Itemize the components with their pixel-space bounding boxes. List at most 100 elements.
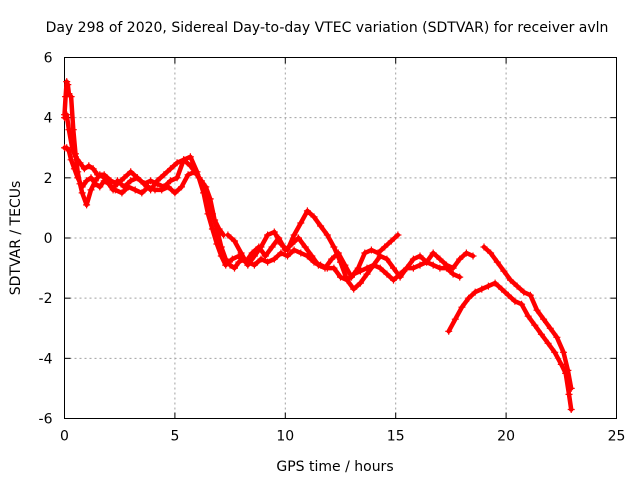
data-point-marker [348, 273, 355, 281]
series-line [62, 112, 401, 280]
y-tick-label: 6 [44, 51, 53, 67]
data-point-marker [387, 237, 395, 245]
data-point-marker [244, 261, 252, 269]
data-point-marker [222, 261, 230, 269]
data-point-marker [390, 276, 397, 284]
data-point-marker [343, 276, 351, 284]
data-point-marker [436, 264, 444, 272]
data-point-marker [63, 78, 71, 86]
series-trace-3 [61, 111, 402, 281]
axis-ticks: 0 5 10 15 20 25 -6 -4 -2 0 2 4 6 [39, 51, 626, 445]
data-point-marker [297, 219, 305, 227]
data-point-marker [465, 294, 473, 302]
data-point-marker [487, 249, 495, 257]
data-point-marker [270, 255, 278, 263]
data-point-marker [518, 300, 526, 308]
data-point-marker [416, 252, 424, 260]
data-point-marker [567, 406, 575, 413]
data-point-marker [480, 243, 488, 251]
data-point-marker [114, 180, 121, 188]
data-point-marker [89, 165, 97, 173]
data-point-marker [361, 249, 369, 257]
series-trace-1 [61, 144, 464, 284]
data-point-marker [449, 264, 457, 272]
data-point-marker [330, 264, 338, 272]
data-point-marker [403, 264, 411, 272]
x-tick-label: 5 [170, 429, 179, 445]
data-point-marker [91, 177, 99, 185]
data-point-marker [443, 261, 450, 269]
data-point-marker [546, 324, 554, 332]
data-point-marker [301, 243, 309, 251]
data-point-marker [264, 231, 272, 239]
data-point-marker [376, 252, 384, 260]
data-point-marker [429, 261, 437, 269]
data-point-marker [83, 201, 91, 209]
data-point-marker [383, 270, 391, 278]
data-point-marker [354, 264, 362, 272]
series-trace-4 [224, 207, 477, 293]
data-point-marker [120, 174, 128, 182]
data-point-marker [537, 330, 545, 338]
data-point-marker [557, 360, 565, 368]
data-point-marker [138, 189, 146, 197]
data-point-marker [277, 240, 285, 248]
data-point-marker [350, 285, 358, 293]
data-point-marker [553, 333, 561, 341]
x-tick-label: 15 [387, 429, 405, 445]
data-point-marker [76, 180, 84, 188]
series-layer [61, 78, 575, 413]
data-point-marker [250, 261, 258, 269]
data-point-marker [436, 255, 444, 263]
data-point-marker [560, 348, 567, 356]
data-point-marker [330, 243, 338, 251]
data-point-marker [317, 222, 325, 230]
data-point-marker [133, 174, 141, 182]
y-tick-label: -2 [39, 291, 53, 307]
data-point-marker [208, 225, 216, 233]
x-tick-label: 25 [608, 429, 626, 445]
data-point-marker [456, 255, 464, 263]
data-point-marker [211, 216, 219, 224]
data-point-marker [235, 258, 243, 266]
data-point-marker [68, 144, 76, 152]
data-point-marker [383, 255, 391, 263]
data-point-marker [520, 288, 528, 296]
data-point-marker [458, 303, 466, 311]
data-point-marker [261, 252, 269, 260]
data-point-marker [228, 255, 236, 263]
data-point-marker [160, 171, 168, 179]
y-tick-label: -6 [39, 412, 53, 428]
y-axis-label: SDTVAR / TECUs [8, 181, 24, 296]
data-point-marker [204, 210, 212, 218]
data-point-marker [449, 270, 457, 278]
data-point-marker [85, 162, 93, 170]
series-trace-5 [445, 279, 575, 413]
data-point-marker [167, 165, 174, 173]
data-point-marker [224, 231, 232, 239]
data-point-marker [498, 285, 506, 293]
data-point-marker [507, 276, 514, 284]
grid-layer [64, 57, 617, 419]
data-point-marker [206, 195, 214, 203]
data-point-marker [511, 297, 519, 305]
data-point-marker [237, 249, 245, 257]
data-point-marker [78, 189, 86, 197]
data-point-marker [268, 243, 276, 251]
data-point-marker [390, 264, 397, 272]
data-point-marker [100, 171, 108, 179]
data-point-marker [160, 183, 168, 191]
data-point-marker [297, 249, 305, 257]
series-line [446, 280, 574, 412]
y-tick-label: 0 [44, 231, 53, 247]
data-point-marker [290, 231, 298, 239]
data-point-marker [94, 171, 102, 179]
data-point-marker [186, 153, 194, 161]
series-trace-6 [480, 243, 575, 392]
data-point-marker [96, 183, 104, 191]
data-point-marker [257, 255, 265, 263]
data-point-marker [451, 315, 459, 323]
data-point-marker [567, 384, 575, 392]
data-point-marker [314, 261, 322, 269]
